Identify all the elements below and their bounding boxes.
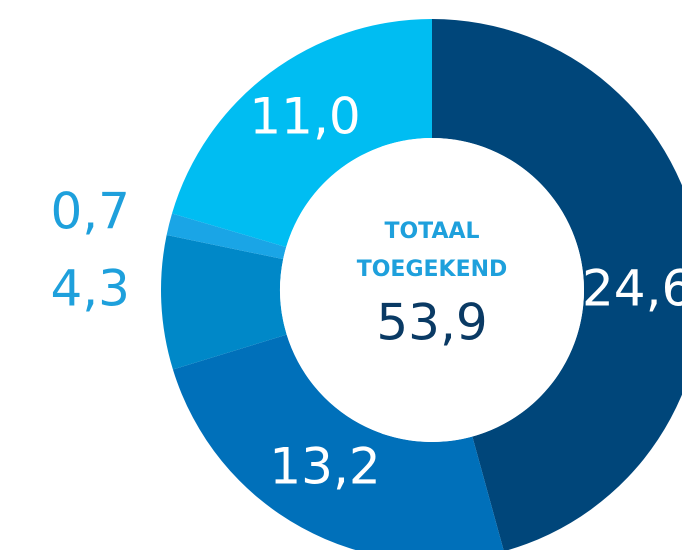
donut-slice (166, 213, 287, 260)
value-label: 4,3 (50, 260, 130, 318)
center-title: TOTAAL (384, 219, 479, 244)
value-label: 13,2 (269, 438, 380, 496)
donut-slice (172, 19, 432, 248)
donut-slice (161, 234, 287, 370)
donut-slice (172, 334, 504, 550)
donut-slice (432, 19, 682, 550)
center-value: 53,9 (376, 294, 487, 352)
donut-hole (280, 138, 584, 442)
value-label: 24,6 (582, 260, 682, 318)
slices (161, 19, 682, 550)
center-title: TOEGEKEND (357, 257, 508, 282)
value-label: 11,0 (249, 88, 360, 146)
value-label: 0,7 (50, 183, 130, 241)
